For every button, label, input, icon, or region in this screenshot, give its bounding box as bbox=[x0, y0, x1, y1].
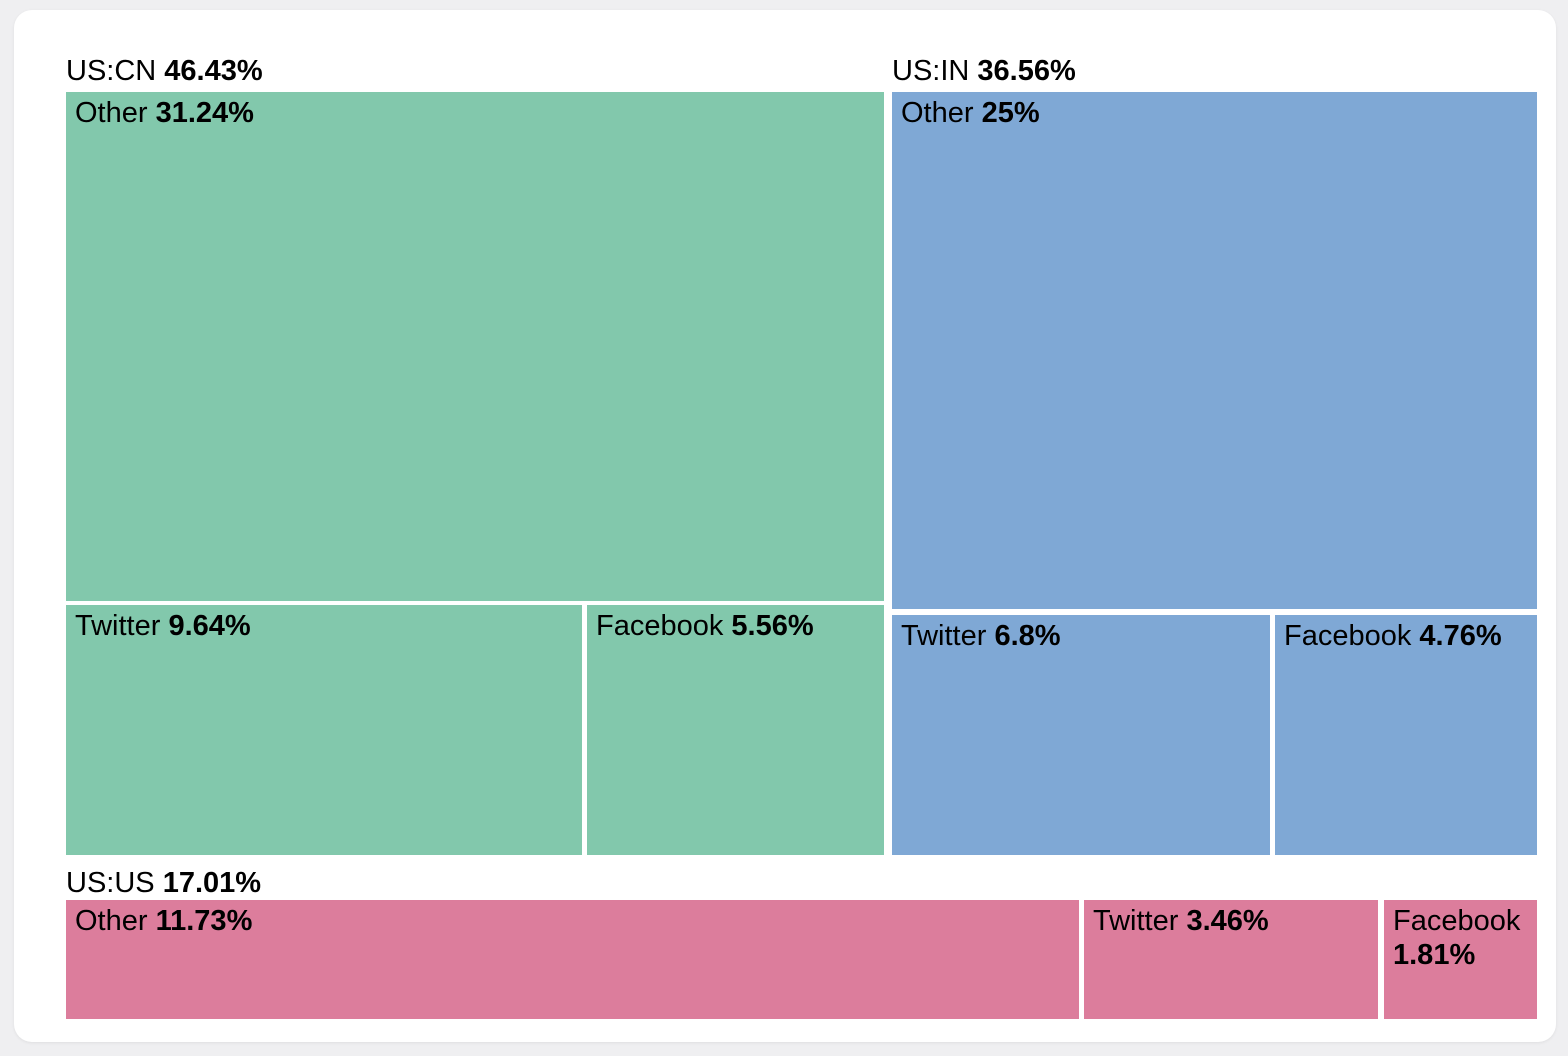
treemap-cell-uscn-other[interactable]: Other 31.24% bbox=[66, 92, 884, 601]
cell-name: Other bbox=[75, 905, 148, 937]
group-name: US:CN bbox=[66, 55, 157, 87]
treemap-cell-usin-other[interactable]: Other 25% bbox=[892, 92, 1537, 609]
cell-name: Twitter bbox=[75, 610, 161, 642]
cell-percent: 3.46% bbox=[1186, 905, 1269, 937]
treemap-chart: US:CN 46.43% Other 31.24% Twitter 9.64% … bbox=[66, 54, 1537, 1019]
cell-percent: 25% bbox=[981, 97, 1040, 129]
cell-percent: 9.64% bbox=[168, 610, 251, 642]
treemap-cell-usus-other[interactable]: Other 11.73% bbox=[66, 900, 1079, 1019]
cell-percent: 31.24% bbox=[155, 97, 254, 129]
cell-percent: 6.8% bbox=[994, 620, 1061, 652]
treemap-group-label-usus[interactable]: US:US 17.01% bbox=[66, 866, 261, 902]
cell-name: Facebook bbox=[1284, 620, 1412, 652]
treemap-cell-usus-twitter[interactable]: Twitter 3.46% bbox=[1084, 900, 1378, 1019]
cell-name: Other bbox=[75, 97, 148, 129]
treemap-cell-usus-facebook[interactable]: Facebook 1.81% bbox=[1384, 900, 1537, 1019]
treemap-group-label-uscn[interactable]: US:CN 46.43% bbox=[66, 54, 263, 90]
cell-name: Facebook bbox=[596, 610, 724, 642]
group-percent: 17.01% bbox=[162, 867, 262, 899]
treemap-cell-usin-facebook[interactable]: Facebook 4.76% bbox=[1275, 615, 1537, 855]
cell-percent: 4.76% bbox=[1419, 620, 1502, 652]
cell-percent: 11.73% bbox=[155, 905, 253, 937]
group-percent: 36.56% bbox=[977, 55, 1076, 87]
treemap-group-label-usin[interactable]: US:IN 36.56% bbox=[892, 54, 1076, 90]
chart-card: US:CN 46.43% Other 31.24% Twitter 9.64% … bbox=[14, 10, 1556, 1042]
group-percent: 46.43% bbox=[164, 55, 263, 87]
cell-name: Twitter bbox=[901, 620, 987, 652]
treemap-cell-uscn-twitter[interactable]: Twitter 9.64% bbox=[66, 605, 582, 855]
group-name: US:IN bbox=[892, 55, 970, 87]
cell-percent: 1.81% bbox=[1393, 939, 1476, 972]
cell-percent: 5.56% bbox=[731, 610, 814, 642]
cell-name: Twitter bbox=[1093, 905, 1179, 937]
group-name: US:US bbox=[66, 867, 155, 899]
cell-name: Facebook bbox=[1393, 905, 1521, 937]
cell-name: Other bbox=[901, 97, 974, 129]
treemap-cell-uscn-facebook[interactable]: Facebook 5.56% bbox=[587, 605, 884, 855]
treemap-cell-usin-twitter[interactable]: Twitter 6.8% bbox=[892, 615, 1270, 855]
